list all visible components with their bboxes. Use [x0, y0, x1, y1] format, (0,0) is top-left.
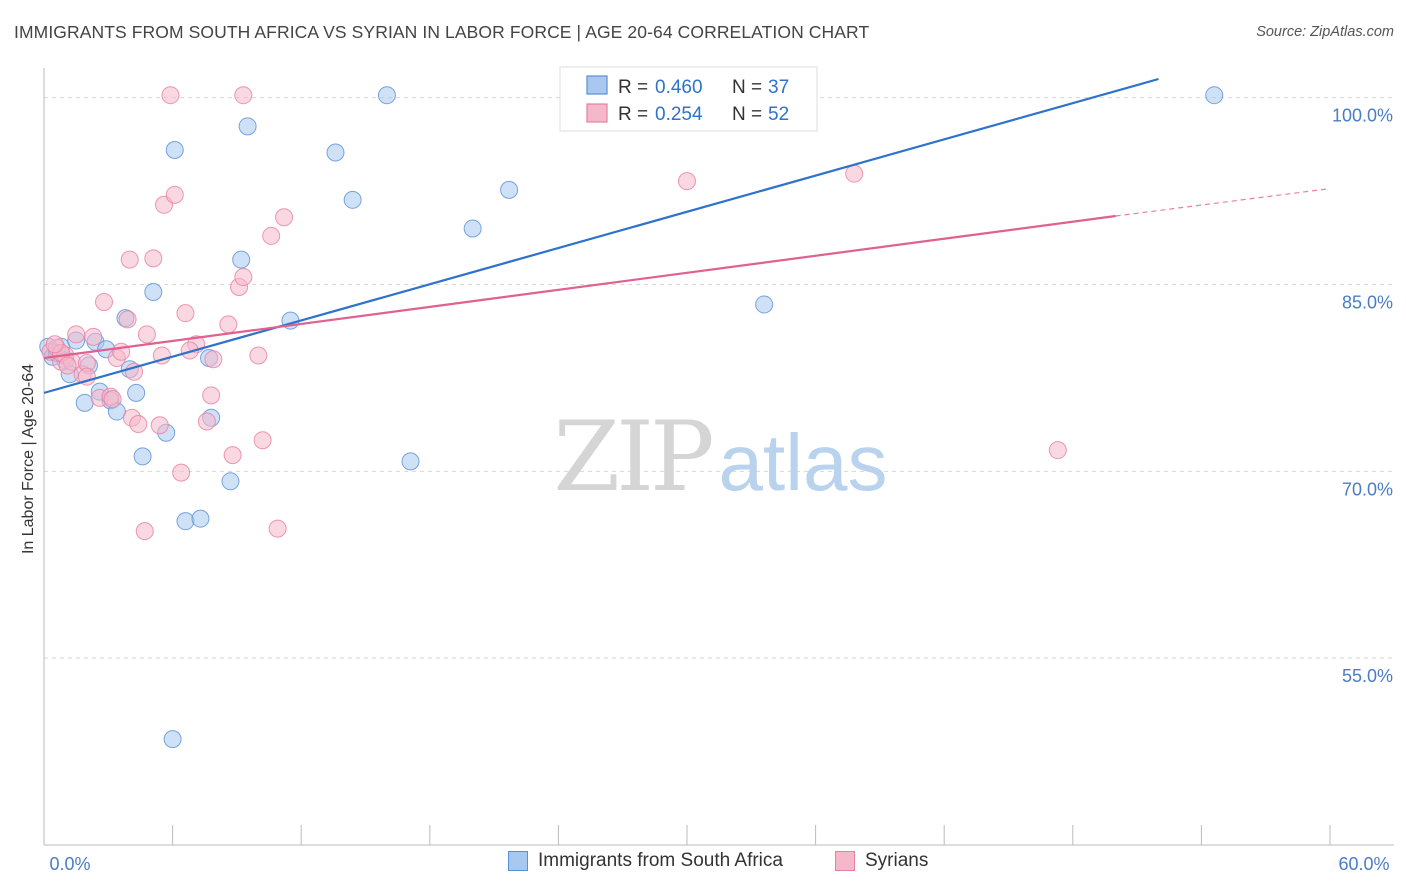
data-point: [144, 282, 163, 301]
y-tick-label: 85.0%: [1342, 293, 1393, 313]
data-point: [120, 250, 139, 269]
data-point: [161, 86, 180, 105]
bottom-legend-label-blue: Immigrants from South Africa: [538, 850, 783, 871]
data-point: [172, 463, 191, 482]
axes: [43, 68, 1394, 846]
data-point: [1205, 86, 1224, 105]
source-label: Source: ZipAtlas.com: [1256, 24, 1394, 40]
data-point: [343, 190, 362, 209]
data-point: [197, 412, 216, 431]
legend-r-label-pink: R =: [618, 104, 653, 125]
bottom-legend-swatch-blue: [508, 851, 528, 871]
legend-box: R = 0.460 N = 37 R = 0.254 N = 52: [559, 66, 818, 132]
data-point: [176, 512, 195, 531]
watermark-atlas: atlas: [719, 418, 888, 507]
data-point: [204, 350, 223, 369]
data-point: [223, 446, 242, 465]
bottom-legend-item-pink[interactable]: Syrians: [835, 850, 928, 872]
data-point: [221, 472, 240, 491]
watermark-zip: ZIP: [553, 401, 712, 513]
data-point: [249, 346, 268, 365]
trend-line-extension-pink: [1115, 188, 1331, 217]
data-point: [67, 325, 86, 344]
data-point: [133, 447, 152, 466]
legend-r-label-blue: R =: [618, 77, 653, 98]
chart-title: IMMIGRANTS FROM SOUTH AFRICA VS SYRIAN I…: [14, 22, 870, 42]
bottom-legend-item-blue[interactable]: Immigrants from South Africa: [508, 850, 783, 872]
data-point: [268, 519, 287, 538]
data-point: [103, 390, 122, 409]
series-syrians: [41, 86, 1067, 541]
data-point: [163, 730, 182, 749]
data-point: [253, 431, 272, 450]
legend-n-value-blue: 37: [768, 77, 789, 98]
legend-n-label-pink: N =: [732, 104, 767, 125]
legend-swatch-blue: [586, 75, 608, 95]
data-point: [137, 325, 156, 344]
grid-lines: [44, 97, 1394, 659]
data-point: [262, 226, 281, 245]
data-point: [95, 292, 114, 311]
legend-r-value-pink: 0.254: [655, 104, 703, 125]
x-tick-label: 60.0%: [1338, 854, 1389, 874]
trend-line-blue: [43, 77, 1159, 394]
data-point: [326, 143, 345, 162]
data-point: [232, 250, 251, 269]
bottom-legend: Immigrants from South Africa Syrians: [0, 850, 1406, 880]
legend-n-value-pink: 52: [768, 104, 789, 125]
data-point: [500, 180, 519, 199]
data-point: [191, 509, 210, 528]
data-point: [377, 86, 396, 105]
data-point: [678, 172, 696, 191]
data-point: [463, 219, 482, 238]
data-point: [202, 386, 221, 405]
data-point: [755, 295, 774, 314]
data-point: [129, 415, 148, 434]
legend-r-value-blue: 0.460: [655, 77, 703, 98]
trend-lines: [43, 77, 1331, 394]
y-tick-label: 70.0%: [1342, 479, 1393, 499]
data-point: [401, 452, 420, 471]
data-point: [219, 315, 238, 334]
data-point: [165, 140, 184, 159]
data-point: [75, 393, 94, 412]
tick-labels: 100.0% 85.0% 70.0% 55.0% 0.0% 60.0%: [49, 106, 1393, 874]
data-point: [845, 164, 864, 183]
data-point: [135, 522, 154, 541]
bottom-legend-swatch-pink: [835, 851, 855, 871]
data-point: [1048, 441, 1067, 460]
data-point: [238, 117, 257, 136]
data-point: [165, 185, 184, 204]
x-tick-label: 0.0%: [49, 854, 90, 874]
watermark: ZIP atlas: [553, 401, 887, 513]
legend-n-label-blue: N =: [732, 77, 767, 98]
data-point: [58, 356, 77, 375]
data-point: [45, 335, 64, 354]
data-point: [84, 327, 103, 346]
data-point: [176, 304, 195, 323]
data-point: [112, 342, 131, 361]
data-point: [150, 416, 169, 435]
data-point: [234, 268, 253, 287]
legend-swatch-pink: [586, 103, 608, 123]
data-point: [144, 249, 163, 268]
data-point: [127, 383, 146, 402]
bottom-legend-label-pink: Syrians: [865, 850, 929, 871]
y-tick-label: 55.0%: [1342, 666, 1393, 686]
data-point: [234, 86, 253, 105]
y-tick-label: 100.0%: [1332, 106, 1393, 126]
trend-line-pink: [43, 214, 1116, 360]
data-point: [275, 208, 294, 227]
data-point: [118, 310, 137, 329]
